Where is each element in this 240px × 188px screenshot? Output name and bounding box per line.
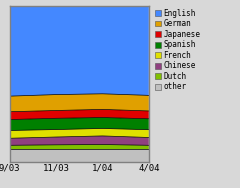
Legend: English, German, Japanese, Spanish, French, Chinese, Dutch, other: English, German, Japanese, Spanish, Fren… [154, 8, 201, 92]
